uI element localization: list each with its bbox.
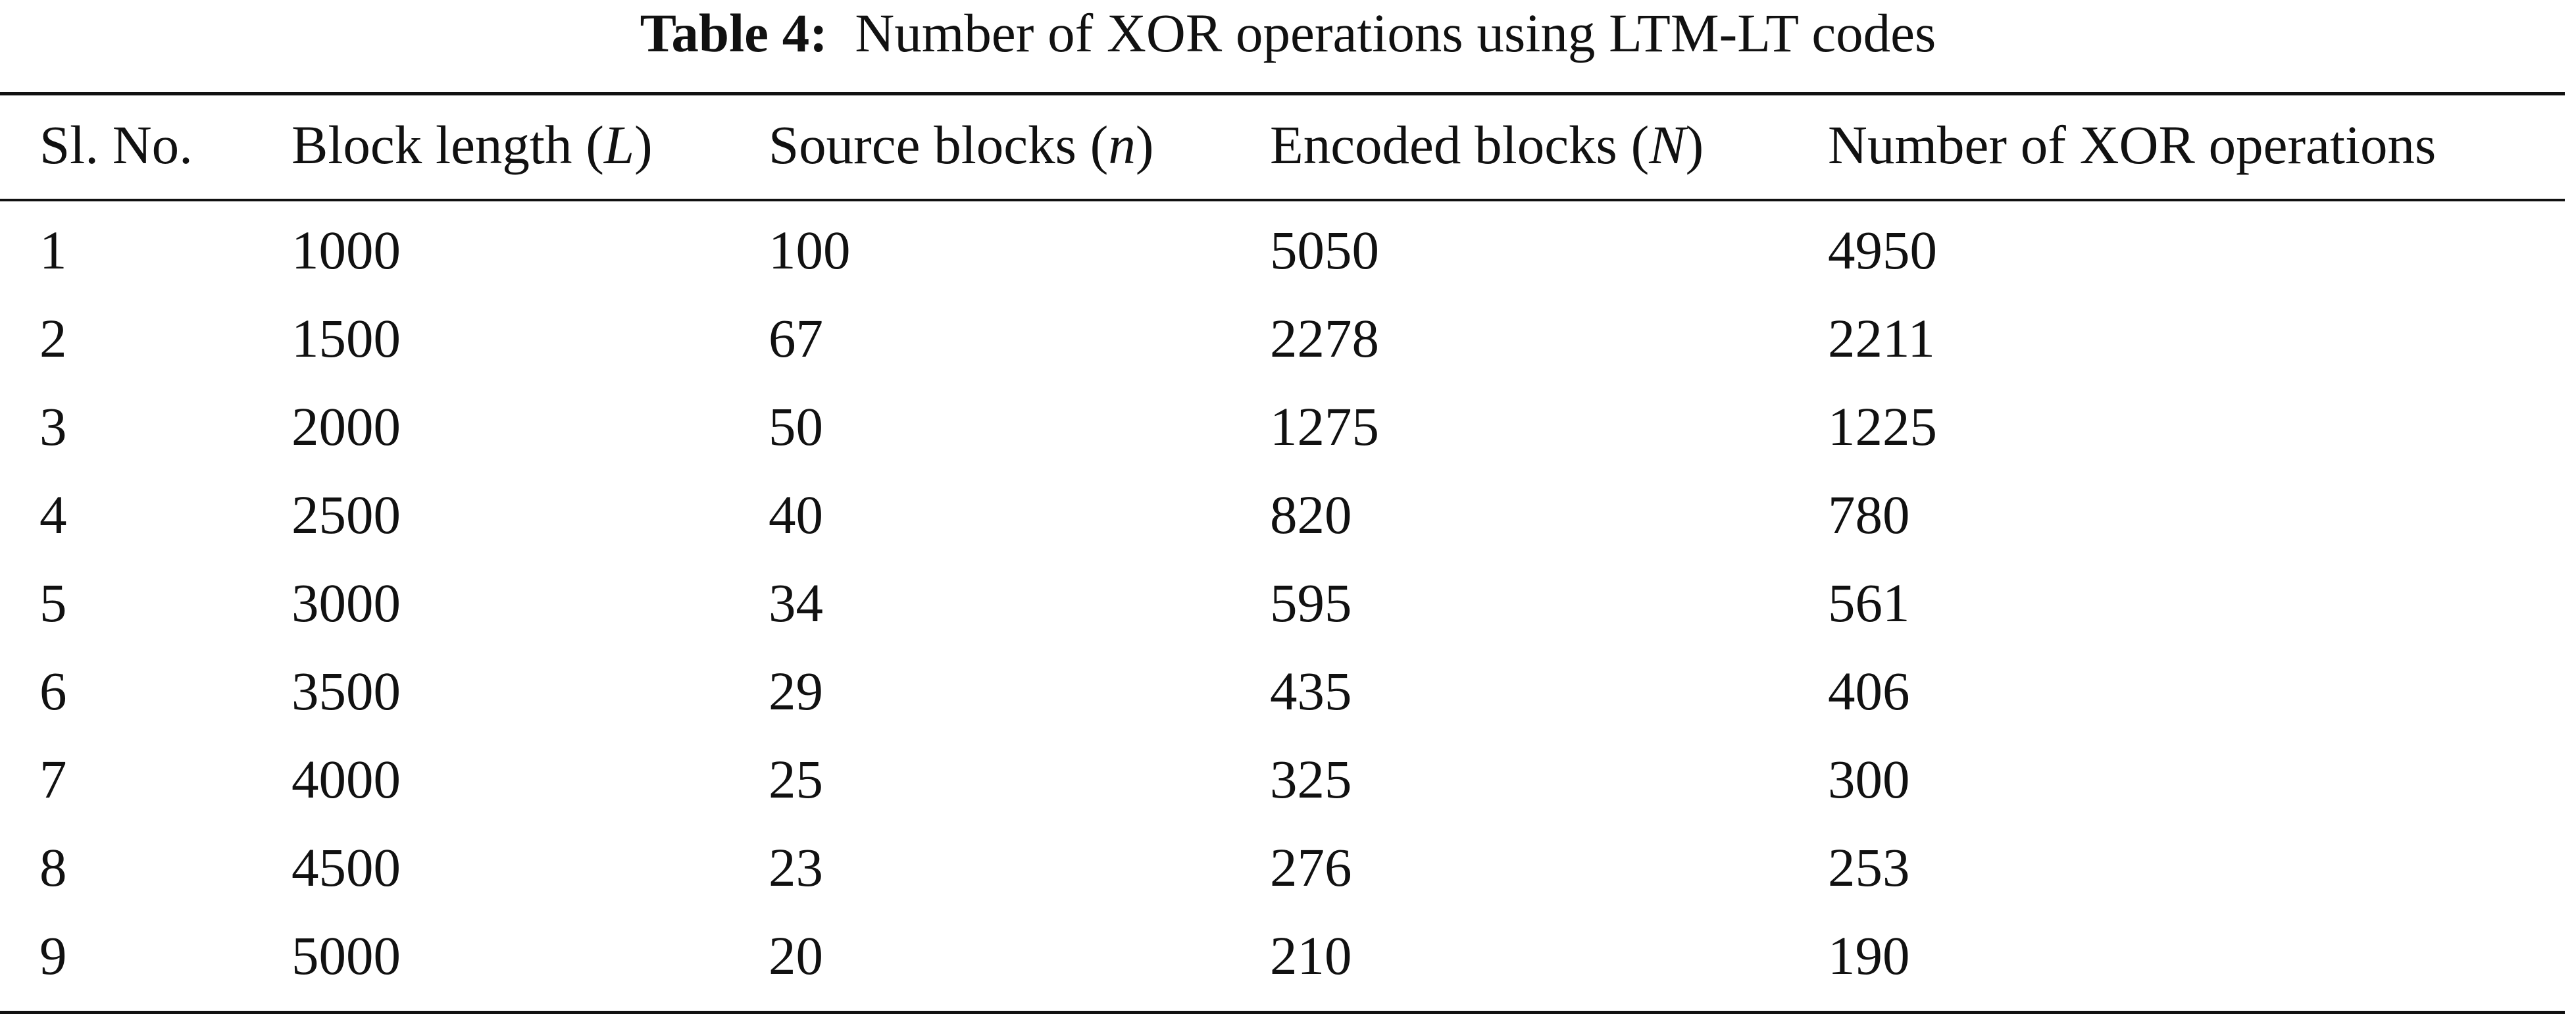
cell-block-length: 2000 bbox=[291, 396, 401, 457]
cell-encoded-blocks: 435 bbox=[1270, 661, 1352, 721]
cell-xor-operations: 190 bbox=[1828, 925, 1910, 986]
table-caption-label: Table 4: bbox=[640, 3, 828, 63]
table-caption: Table 4: Number of XOR operations using … bbox=[0, 0, 2576, 74]
table-row: 9 5000 20 210 190 bbox=[0, 923, 2565, 988]
cell-xor-operations: 1225 bbox=[1828, 396, 1937, 457]
cell-block-length: 2500 bbox=[291, 484, 401, 545]
cell-source-blocks: 20 bbox=[769, 925, 823, 986]
cell-source-blocks: 40 bbox=[769, 484, 823, 545]
cell-sl-no: 1 bbox=[39, 220, 67, 280]
cell-xor-operations: 780 bbox=[1828, 484, 1910, 545]
table-row: 1 1000 100 5050 4950 bbox=[0, 217, 2565, 283]
header-encoded-blocks: Encoded blocks (N) bbox=[1270, 112, 1704, 178]
header-xor-operations-text: Number of XOR operations bbox=[1828, 115, 2437, 175]
cell-block-length: 4500 bbox=[291, 837, 401, 898]
cell-sl-no: 8 bbox=[39, 837, 67, 898]
cell-xor-operations: 253 bbox=[1828, 837, 1910, 898]
cell-sl-no: 6 bbox=[39, 661, 67, 721]
table-bottom-rule bbox=[0, 1011, 2565, 1014]
table-row: 2 1500 67 2278 2211 bbox=[0, 305, 2565, 371]
cell-block-length: 1000 bbox=[291, 220, 401, 280]
cell-source-blocks: 25 bbox=[769, 749, 823, 809]
cell-source-blocks: 67 bbox=[769, 308, 823, 369]
cell-source-blocks: 23 bbox=[769, 837, 823, 898]
table-row: 4 2500 40 820 780 bbox=[0, 482, 2565, 548]
cell-encoded-blocks: 210 bbox=[1270, 925, 1352, 986]
table-row: 6 3500 29 435 406 bbox=[0, 658, 2565, 724]
cell-xor-operations: 2211 bbox=[1828, 308, 1935, 369]
cell-encoded-blocks: 820 bbox=[1270, 484, 1352, 545]
cell-block-length: 1500 bbox=[291, 308, 401, 369]
header-xor-operations: Number of XOR operations bbox=[1828, 112, 2436, 178]
table-caption-text: Number of XOR operations using LTM-LT co… bbox=[855, 3, 1936, 63]
header-encoded-blocks-var: N bbox=[1649, 115, 1686, 175]
header-source-blocks: Source blocks (n) bbox=[769, 112, 1153, 178]
header-sl-no: Sl. No. bbox=[39, 112, 193, 178]
header-source-blocks-pre: Source blocks ( bbox=[769, 115, 1109, 175]
cell-encoded-blocks: 595 bbox=[1270, 573, 1352, 633]
cell-encoded-blocks: 5050 bbox=[1270, 220, 1379, 280]
cell-encoded-blocks: 325 bbox=[1270, 749, 1352, 809]
cell-sl-no: 7 bbox=[39, 749, 67, 809]
cell-sl-no: 9 bbox=[39, 925, 67, 986]
cell-block-length: 5000 bbox=[291, 925, 401, 986]
cell-xor-operations: 300 bbox=[1828, 749, 1910, 809]
header-block-length-pre: Block length ( bbox=[291, 115, 604, 175]
table-top-rule bbox=[0, 92, 2565, 95]
cell-sl-no: 4 bbox=[39, 484, 67, 545]
cell-sl-no: 2 bbox=[39, 308, 67, 369]
header-encoded-blocks-pre: Encoded blocks ( bbox=[1270, 115, 1650, 175]
cell-sl-no: 3 bbox=[39, 396, 67, 457]
cell-block-length: 3000 bbox=[291, 573, 401, 633]
cell-source-blocks: 50 bbox=[769, 396, 823, 457]
header-source-blocks-var: n bbox=[1108, 115, 1136, 175]
cell-block-length: 4000 bbox=[291, 749, 401, 809]
table-row: 7 4000 25 325 300 bbox=[0, 746, 2565, 812]
table-row: 3 2000 50 1275 1225 bbox=[0, 394, 2565, 459]
cell-source-blocks: 100 bbox=[769, 220, 851, 280]
cell-source-blocks: 29 bbox=[769, 661, 823, 721]
header-block-length-var: L bbox=[603, 115, 635, 175]
cell-block-length: 3500 bbox=[291, 661, 401, 721]
table-header-row: Sl. No. Block length (L) Source blocks (… bbox=[0, 112, 2565, 178]
table-row: 5 3000 34 595 561 bbox=[0, 570, 2565, 636]
header-block-length: Block length (L) bbox=[291, 112, 653, 178]
cell-encoded-blocks: 1275 bbox=[1270, 396, 1379, 457]
cell-xor-operations: 406 bbox=[1828, 661, 1910, 721]
cell-xor-operations: 4950 bbox=[1828, 220, 1937, 280]
cell-encoded-blocks: 276 bbox=[1270, 837, 1352, 898]
table-header-rule bbox=[0, 199, 2565, 201]
cell-source-blocks: 34 bbox=[769, 573, 823, 633]
cell-encoded-blocks: 2278 bbox=[1270, 308, 1379, 369]
cell-sl-no: 5 bbox=[39, 573, 67, 633]
header-encoded-blocks-post: ) bbox=[1685, 115, 1704, 175]
cell-xor-operations: 561 bbox=[1828, 573, 1910, 633]
header-block-length-post: ) bbox=[634, 115, 653, 175]
header-sl-no-text: Sl. No. bbox=[39, 115, 193, 175]
header-source-blocks-post: ) bbox=[1135, 115, 1154, 175]
table-row: 8 4500 23 276 253 bbox=[0, 834, 2565, 900]
